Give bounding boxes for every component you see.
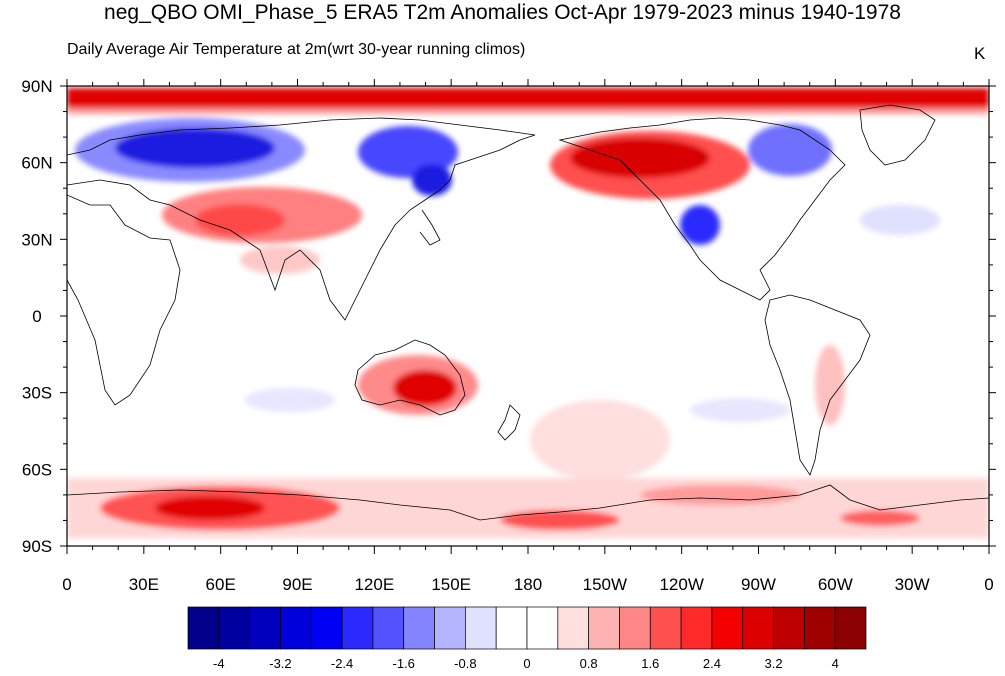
coastlines [67,104,989,521]
colorbar-label: -1.6 [393,656,415,671]
lon-tick-label: 120E [354,575,394,594]
units-label: K [974,44,986,63]
lat-tick-label: 30S [22,384,52,403]
lat-tick-label: 90S [22,537,52,556]
central-asia-warm-core [195,204,285,236]
south-america-coast [764,294,871,476]
colorbar-swatch [526,606,559,650]
australia-warm-core [393,370,457,406]
lon-tick-label: 0 [984,575,993,594]
lon-tick-label: 30E [129,575,159,594]
longitude-axis: 0 30E 60E 90E 120E 150E 180 150W 120W 90W 60W 30W 0 [62,79,994,594]
south-america-warm [815,345,845,425]
colorbar-swatch [557,606,589,650]
colorbar-swatch [834,606,867,650]
alaska-warm-core [570,138,710,178]
australia-coast [354,339,466,416]
antarctica-ross-warm [500,510,620,530]
anomaly-field [67,88,989,538]
lon-tick-label: 30W [895,575,930,594]
western-us-cold [680,205,720,245]
colorbar-swatch [341,606,374,650]
south-pacific-warm [530,400,670,480]
antarctica-coast [67,484,989,521]
lon-tick-label: 0 [62,575,71,594]
lon-tick-label: 60W [818,575,853,594]
colorbar-swatch [187,606,220,650]
colorbar-swatch [434,606,466,650]
lat-tick-label: 0 [32,307,41,326]
colorbar-swatch [804,606,836,650]
antarctica-east-warm-core [155,496,265,520]
latitude-axis: 90N 60N 30N 0 30S 60S 90S [21,77,996,556]
colorbar-swatch [249,606,281,650]
colorbar-swatch [280,606,312,650]
variable-label: Daily Average Air Temperature at 2m [67,41,327,58]
map-title: neg_QBO OMI_Phase_5 ERA5 T2m Anomalies O… [104,1,901,24]
colorbar-label: 0 [523,656,530,671]
colorbar-swatch [588,606,620,650]
colorbar-swatch [680,606,713,650]
colorbar-label: 2.4 [703,656,721,671]
greenland-coast [859,104,936,166]
new-zealand-coast [497,404,521,441]
japan-coast [419,209,441,246]
colorbar-swatch [773,606,805,650]
colorbar-label: 4 [832,656,839,671]
colorbar-swatch [465,606,497,650]
lon-tick-label: 120W [659,575,703,594]
eurasia-coast [67,117,536,321]
lon-tick-label: 90E [282,575,312,594]
south-asia-warm [240,246,320,274]
colorbar-swatch [619,606,651,650]
lon-tick-label: 90W [741,575,776,594]
amundsen-warm [640,485,800,505]
colorbar-swatch [310,606,343,650]
lat-tick-label: 60N [21,154,52,173]
colorbar-label: 1.6 [641,656,659,671]
hudson-bay-cold [748,124,832,176]
colorbar-label: 0.8 [580,656,598,671]
lon-tick-label: 150E [431,575,471,594]
colorbar-label: -3.2 [269,656,291,671]
map-subtitle: Daily Average Air Temperature at 2m(wrt … [67,41,525,59]
atlantic-weak-cold [860,205,940,235]
colorbar-swatch [218,606,250,650]
colorbar-swatch [711,606,744,650]
colorbar-label: -0.8 [454,656,476,671]
colorbar-label: -4 [213,656,225,671]
colorbar: -4 -3.2 -2.4 -1.6 -0.8 0 0.8 1.6 2.4 3.2 4 [187,606,867,671]
lat-tick-label: 60S [22,460,52,479]
arctic-warm-band [67,88,989,110]
lat-tick-label: 30N [21,230,52,249]
colorbar-swatch [495,606,528,650]
africa-coast [67,194,181,406]
colorbar-swatch [403,606,435,650]
colorbar-swatch [742,606,774,650]
south-atlantic-weak-cold [690,398,790,422]
lat-tick-label: 90N [21,77,52,96]
lon-tick-label: 150W [583,575,627,594]
north-eurasia-cold-core [115,128,275,168]
indian-ocean-weak-cold [245,388,335,412]
colorbar-label: -2.4 [331,656,353,671]
okhotsk-cold [412,164,452,196]
weddell-warm [840,510,920,526]
colorbar-swatch [372,606,405,650]
north-america-coast [558,117,846,301]
colorbar-swatch [649,606,682,650]
arctic-warm-fringe [67,108,989,114]
lon-tick-label: 60E [206,575,236,594]
lon-tick-label: 180 [514,575,542,594]
climatology-note: (wrt 30-year running climos) [326,41,526,58]
colorbar-label: 3.2 [765,656,783,671]
